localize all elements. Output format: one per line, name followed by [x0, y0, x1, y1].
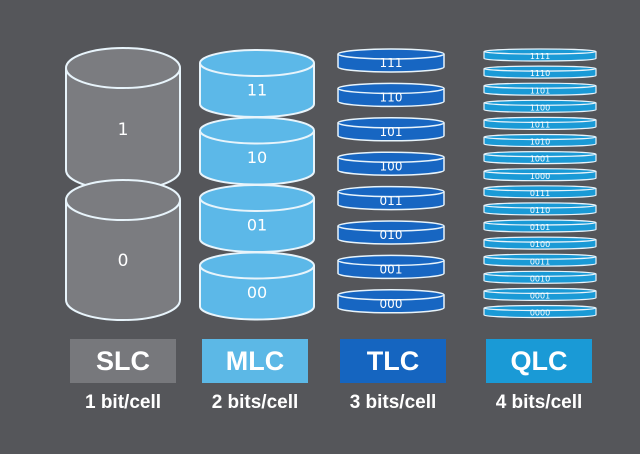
cell-value: 1000 [530, 172, 550, 181]
qlc-cell-0101: 0101 [483, 219, 597, 233]
qlc-cell-0011: 0011 [483, 253, 597, 267]
qlc-cell-0110: 0110 [483, 202, 597, 216]
cell-value: 01 [247, 216, 267, 235]
cell-value: 1101 [530, 86, 550, 95]
cell-value: 1011 [530, 120, 550, 129]
qlc-cell-0000: 0000 [483, 304, 597, 319]
mlc-cell-01: 01 [199, 184, 315, 253]
cell-value: 1100 [530, 103, 550, 112]
cell-value: 0100 [530, 240, 550, 249]
tlc-cell-001: 001 [337, 254, 445, 280]
qlc-cell-1011: 1011 [483, 116, 597, 130]
cell-value: 1010 [530, 138, 550, 147]
mlc-caption: 2 bits/cell [211, 392, 299, 413]
cell-value: 1111 [530, 52, 550, 61]
tlc-label: TLC [340, 339, 446, 383]
cell-value: 1001 [530, 155, 550, 164]
qlc-cell-1100: 1100 [483, 99, 597, 113]
cell-value: 0110 [530, 206, 550, 215]
tlc-cell-000: 000 [337, 289, 445, 314]
cell-value: 101 [380, 125, 403, 139]
cell-value: 0 [118, 251, 129, 271]
cell-value: 0010 [530, 274, 550, 283]
tlc-cell-100: 100 [337, 151, 445, 176]
cell-value: 11 [247, 81, 267, 100]
tlc-caption: 3 bits/cell [349, 392, 437, 413]
cell-value: 001 [380, 263, 403, 277]
cell-value: 111 [380, 56, 403, 70]
cell-value: 10 [247, 148, 267, 167]
tlc-cell-010: 010 [337, 220, 445, 245]
tlc-cell-111: 111 [337, 48, 445, 73]
cell-value: 0001 [530, 291, 550, 300]
cell-value: 00 [247, 283, 267, 302]
mlc-cell-00: 00 [199, 251, 315, 321]
qlc-cell-1000: 1000 [483, 168, 597, 182]
qlc-caption: 4 bits/cell [495, 392, 583, 413]
cell-value: 1 [118, 120, 129, 140]
qlc-cell-0010: 0010 [483, 270, 597, 284]
mlc-cell-11: 11 [199, 49, 315, 118]
qlc-label: QLC [486, 339, 592, 383]
qlc-cell-1001: 1001 [483, 151, 597, 165]
cell-value: 010 [380, 228, 403, 242]
slc-caption: 1 bit/cell [84, 392, 162, 413]
cell-value: 0011 [530, 257, 550, 266]
cell-stacks-diagram: 1011100100111110101100011010001000111111… [65, 47, 597, 321]
cell-value: 0000 [530, 309, 550, 318]
slc-label: SLC [70, 339, 176, 383]
mlc-cell-10: 10 [199, 116, 315, 186]
slc-cell-1: 1 [65, 47, 181, 191]
tlc-cell-011: 011 [337, 185, 445, 211]
cell-value: 000 [380, 297, 403, 311]
cell-value: 100 [380, 159, 403, 173]
cell-value: 0101 [530, 223, 550, 232]
qlc-cell-1110: 1110 [483, 65, 597, 79]
qlc-cell-0111: 0111 [483, 185, 597, 199]
mlc-label: MLC [202, 339, 308, 383]
qlc-cell-0100: 0100 [483, 236, 597, 250]
tlc-cell-110: 110 [337, 82, 445, 108]
tlc-cell-101: 101 [337, 117, 445, 142]
qlc-cell-1111: 1111 [483, 48, 597, 62]
cell-value: 011 [380, 194, 403, 208]
cell-value: 0111 [530, 189, 550, 198]
qlc-cell-0001: 0001 [483, 287, 597, 301]
slc-cell-0: 0 [65, 179, 181, 321]
qlc-cell-1010: 1010 [483, 133, 597, 148]
cell-value: 110 [380, 91, 403, 105]
cell-value: 1110 [530, 69, 550, 78]
qlc-cell-1101: 1101 [483, 82, 597, 96]
